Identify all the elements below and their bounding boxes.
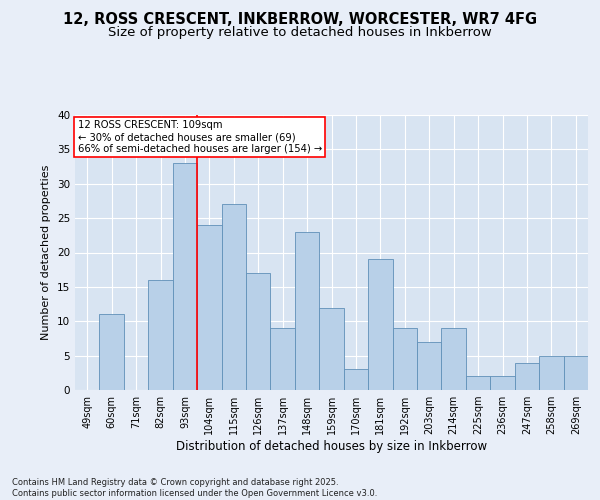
Bar (100, 314, 124, 390)
Bar (368, 260, 392, 390)
Bar (490, 376, 515, 390)
Text: 12, ROSS CRESCENT, INKBERROW, WORCESTER, WR7 4FG: 12, ROSS CRESCENT, INKBERROW, WORCESTER,… (63, 12, 537, 28)
Bar (271, 328, 295, 390)
Bar (515, 362, 539, 390)
Bar (344, 370, 368, 390)
Text: Size of property relative to detached houses in Inkberrow: Size of property relative to detached ho… (108, 26, 492, 39)
Bar (246, 273, 271, 390)
X-axis label: Distribution of detached houses by size in Inkberrow: Distribution of detached houses by size … (176, 440, 487, 453)
Bar (392, 328, 417, 390)
Bar (221, 204, 246, 390)
Bar (319, 308, 344, 390)
Bar (417, 342, 442, 390)
Bar (197, 225, 221, 390)
Bar (563, 356, 588, 390)
Bar (442, 328, 466, 390)
Bar (466, 376, 490, 390)
Text: Contains HM Land Registry data © Crown copyright and database right 2025.
Contai: Contains HM Land Registry data © Crown c… (12, 478, 377, 498)
Bar (295, 232, 319, 390)
Bar (148, 280, 173, 390)
Bar (173, 163, 197, 390)
Text: 12 ROSS CRESCENT: 109sqm
← 30% of detached houses are smaller (69)
66% of semi-d: 12 ROSS CRESCENT: 109sqm ← 30% of detach… (77, 120, 322, 154)
Bar (539, 356, 563, 390)
Y-axis label: Number of detached properties: Number of detached properties (41, 165, 52, 340)
